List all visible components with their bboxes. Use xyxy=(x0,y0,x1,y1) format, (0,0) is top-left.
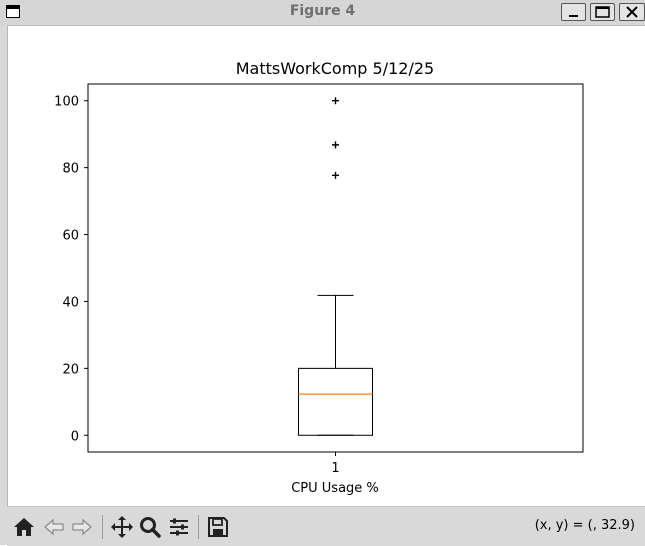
home-button[interactable] xyxy=(12,515,36,539)
coordinate-readout: (x, y) = (, 32.9) xyxy=(534,518,635,533)
x-axis-label: CPU Usage % xyxy=(291,481,379,496)
y-tick-label: 0 xyxy=(71,429,79,444)
zoom-icon xyxy=(140,517,161,538)
minimize-icon xyxy=(569,15,578,17)
navigation-toolbar: (x, y) = (, 32.9) xyxy=(7,506,645,546)
y-tick-label: 40 xyxy=(62,295,79,310)
home-icon xyxy=(14,518,34,536)
forward-button[interactable] xyxy=(70,515,94,539)
plot-area: 0 20 40 60 80 100 1 xyxy=(54,83,584,476)
maximize-icon xyxy=(595,6,610,18)
configure-subplots-icon xyxy=(170,518,188,536)
close-icon xyxy=(626,6,638,18)
window-icon xyxy=(6,5,20,18)
toolbar-separator xyxy=(102,515,103,539)
pan-icon xyxy=(111,516,133,538)
forward-arrow-icon xyxy=(72,518,92,536)
back-arrow-icon xyxy=(44,518,64,536)
outlier-point xyxy=(332,171,339,179)
zoom-button[interactable] xyxy=(138,515,162,539)
y-tick-label: 20 xyxy=(62,362,79,377)
plot-frame xyxy=(87,83,584,453)
y-tick-label: 80 xyxy=(62,162,79,177)
maximize-button[interactable] xyxy=(590,3,615,21)
window-title: Figure 4 xyxy=(289,3,356,19)
back-button[interactable] xyxy=(42,515,66,539)
toolbar-separator xyxy=(198,515,199,539)
save-button[interactable] xyxy=(206,515,230,539)
pan-button[interactable] xyxy=(110,515,134,539)
outlier-point xyxy=(332,141,339,149)
configure-subplots-button[interactable] xyxy=(167,515,191,539)
y-tick-label: 100 xyxy=(54,95,79,110)
figure-canvas[interactable]: MattsWorkComp 5/12/25 0 20 40 60 80 100 1 CPU … xyxy=(7,25,645,506)
x-tick-label: 1 xyxy=(331,461,339,476)
outlier-point xyxy=(332,97,339,105)
minimize-button[interactable] xyxy=(561,3,586,21)
save-icon xyxy=(208,517,228,537)
close-button[interactable] xyxy=(619,3,645,21)
chart-title: MattsWorkComp 5/12/25 xyxy=(236,59,434,78)
window-titlebar: Figure 4 xyxy=(0,0,645,26)
window-left-border xyxy=(0,25,8,545)
y-tick-label: 60 xyxy=(62,229,79,244)
box-iqr xyxy=(298,367,373,436)
